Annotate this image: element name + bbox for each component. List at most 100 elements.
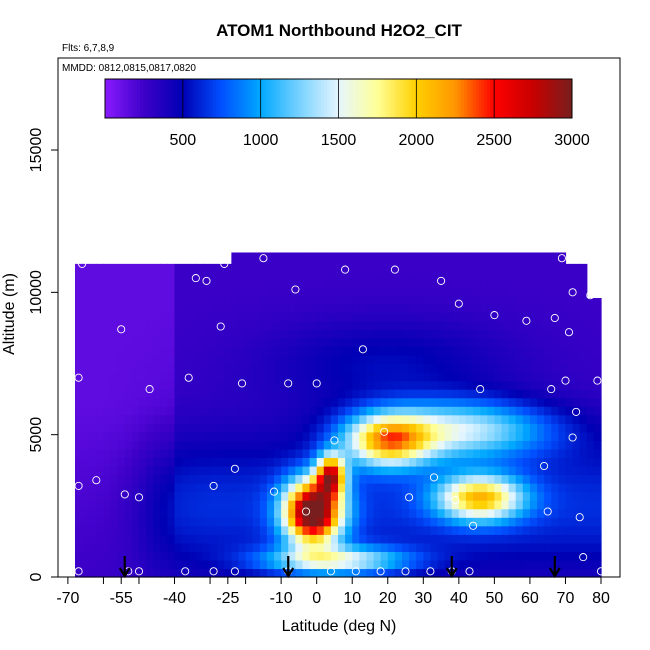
field-cell <box>131 320 140 330</box>
field-cell <box>160 354 169 365</box>
field-cell <box>274 406 282 416</box>
field-cell <box>188 440 197 450</box>
field-cell <box>366 337 375 348</box>
field-cell <box>401 380 410 390</box>
colorbar-tick-label: 1000 <box>243 132 279 149</box>
field-cell <box>572 474 581 484</box>
field-cell <box>345 269 353 279</box>
colorbar-segment <box>405 79 410 118</box>
field-cell <box>224 491 232 501</box>
field-cell <box>487 542 495 552</box>
field-cell <box>281 372 289 382</box>
field-cell <box>359 406 368 416</box>
field-cell <box>487 423 495 433</box>
field-cell <box>394 500 403 510</box>
field-cell <box>586 423 595 433</box>
field-cell <box>96 295 105 305</box>
field-cell <box>473 406 481 416</box>
field-cell <box>529 483 538 493</box>
field-cell <box>323 346 332 356</box>
field-cell <box>345 329 353 339</box>
field-cell <box>96 286 105 296</box>
field-cell <box>160 525 169 535</box>
field-cell <box>210 465 218 476</box>
field-cell <box>138 406 147 416</box>
field-cell <box>586 525 595 535</box>
field-cell <box>89 269 97 279</box>
field-cell <box>281 551 289 561</box>
field-cell <box>437 261 446 271</box>
field-cell <box>82 312 90 322</box>
field-cell <box>444 525 453 535</box>
field-cell <box>423 414 432 424</box>
field-cell <box>281 414 289 424</box>
field-cell <box>146 269 154 279</box>
field-cell <box>210 329 218 339</box>
sample-point <box>120 490 129 499</box>
field-cell <box>494 551 503 561</box>
field-cell <box>508 372 517 382</box>
field-cell <box>316 483 325 493</box>
colorbar-segment <box>542 79 547 118</box>
field-cell <box>487 278 495 288</box>
field-cell <box>231 252 240 262</box>
field-cell <box>394 423 403 433</box>
sample-point <box>184 373 193 382</box>
field-cell <box>231 551 240 561</box>
field-cell <box>529 491 538 501</box>
field-cell <box>558 363 567 373</box>
field-cell <box>551 500 559 510</box>
field-cell <box>259 320 268 330</box>
field-cell <box>529 465 538 476</box>
field-cell <box>302 508 311 518</box>
field-cell <box>259 363 268 373</box>
field-cell <box>544 542 552 552</box>
field-cell <box>394 380 403 390</box>
field-cell <box>309 440 318 450</box>
field-cell <box>515 278 524 288</box>
field-cell <box>316 517 325 527</box>
field-cell <box>593 354 602 365</box>
field-cell <box>302 517 311 527</box>
field-cell <box>451 389 460 399</box>
field-cell <box>96 389 105 399</box>
colorbar-segment <box>227 79 232 118</box>
field-cell <box>537 508 545 518</box>
field-cell <box>366 500 375 510</box>
field-cell <box>465 440 474 450</box>
field-cell <box>515 389 524 399</box>
field-cell <box>494 448 503 459</box>
field-cell <box>465 363 474 373</box>
field-cell <box>174 286 183 296</box>
field-cell <box>202 397 211 407</box>
field-cell <box>195 346 204 356</box>
field-cell <box>181 320 190 330</box>
field-cell <box>103 337 112 348</box>
field-cell <box>473 457 481 467</box>
field-cell <box>82 483 90 493</box>
field-cell <box>181 363 190 373</box>
field-cell <box>167 389 176 399</box>
field-cell <box>352 337 360 348</box>
field-cell <box>167 525 176 535</box>
field-cell <box>444 278 453 288</box>
field-cell <box>345 303 353 313</box>
sample-point <box>579 553 588 562</box>
field-cell <box>387 303 396 313</box>
field-cell <box>551 252 559 262</box>
field-cell <box>572 414 581 424</box>
colorbar-segment <box>169 79 173 118</box>
colorbar-segment <box>297 79 302 118</box>
field-cell <box>409 465 417 476</box>
field-cell <box>238 363 247 373</box>
colorbar-segment <box>469 79 474 118</box>
field-cell <box>501 500 510 510</box>
field-cell <box>323 559 332 570</box>
field-cell <box>409 337 417 348</box>
colorbar-segment <box>303 79 307 118</box>
field-cell <box>593 389 602 399</box>
field-cell <box>416 457 424 467</box>
field-cell <box>430 559 439 570</box>
field-cell <box>131 312 140 322</box>
field-cell <box>579 278 588 288</box>
